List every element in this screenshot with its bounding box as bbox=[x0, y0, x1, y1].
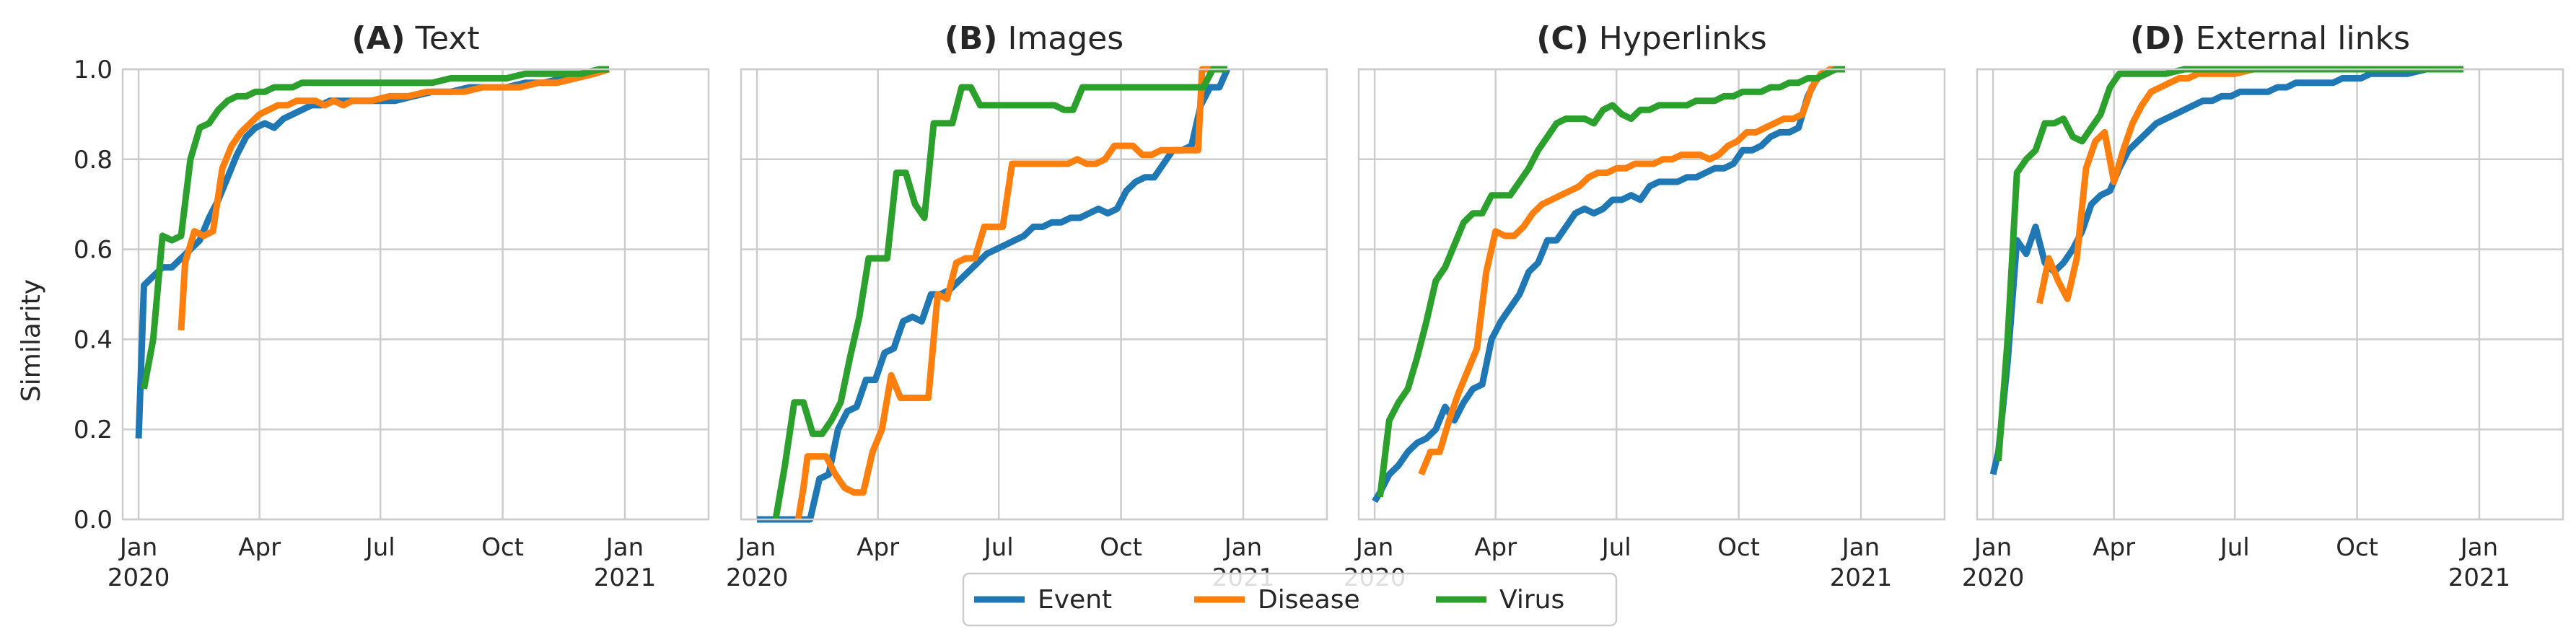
panel-frame bbox=[740, 68, 1328, 521]
x-tick-label: Jan bbox=[1354, 533, 1393, 562]
legend-label-virus: Virus bbox=[1499, 585, 1564, 615]
panel-letter: (B) bbox=[945, 20, 998, 57]
y-axis-label: Similarity bbox=[17, 279, 46, 402]
x-tick-label: 2020 bbox=[1962, 563, 2025, 592]
panel-letter: (D) bbox=[2130, 20, 2186, 57]
panel-title: (D) External links bbox=[2130, 20, 2410, 57]
panel-frame bbox=[1976, 68, 2564, 521]
series-line-event bbox=[757, 68, 1231, 523]
x-tick-label: Apr bbox=[2093, 533, 2135, 562]
y-axis-label-group: Similarity bbox=[17, 279, 46, 402]
series-line-event bbox=[1989, 66, 2463, 475]
x-tick-label: Jan bbox=[737, 533, 776, 562]
series-line-virus bbox=[141, 66, 609, 390]
x-tick-label: Apr bbox=[1474, 533, 1517, 562]
panel-title: (B) Images bbox=[945, 20, 1123, 57]
panel-frame bbox=[1357, 68, 1946, 521]
y-tick-label: 1.0 bbox=[74, 56, 113, 84]
x-tick-label: Jul bbox=[364, 533, 395, 562]
y-tick-label: 0.4 bbox=[74, 325, 113, 354]
x-tick-label: Apr bbox=[857, 533, 899, 562]
x-tick-label: Oct bbox=[1717, 533, 1760, 562]
y-tick-label: 0.0 bbox=[74, 506, 113, 535]
x-tick-label: Jul bbox=[2219, 533, 2250, 562]
x-tick-label: 2021 bbox=[2448, 563, 2511, 592]
panel-letter: (A) bbox=[351, 20, 405, 57]
x-tick-label: Jan bbox=[2459, 533, 2498, 562]
x-tick-label: Jan bbox=[1223, 533, 1262, 562]
series-line-virus bbox=[772, 66, 1227, 520]
panel-frame bbox=[121, 68, 710, 521]
panel-title-text: Text bbox=[406, 20, 480, 57]
panel-title-text: Images bbox=[998, 20, 1124, 57]
x-tick-label: Apr bbox=[238, 533, 281, 562]
legend-label-event: Event bbox=[1038, 585, 1112, 615]
x-tick-label: Jan bbox=[1973, 533, 2012, 562]
series-line-disease bbox=[1418, 66, 1845, 476]
y-tick-label: 0.2 bbox=[74, 416, 113, 444]
x-tick-label: Oct bbox=[481, 533, 524, 562]
panel-title-text: External links bbox=[2186, 20, 2410, 57]
legend-label-disease: Disease bbox=[1258, 585, 1360, 615]
x-tick-label: Oct bbox=[2336, 533, 2378, 562]
x-tick-label: Jan bbox=[605, 533, 644, 562]
series-line-disease bbox=[178, 66, 610, 331]
panel-title: (C) Hyperlinks bbox=[1536, 20, 1766, 57]
panel-letter: (C) bbox=[1536, 20, 1589, 57]
x-tick-label: Jan bbox=[1841, 533, 1880, 562]
x-tick-label: Jul bbox=[1600, 533, 1631, 562]
legend-box bbox=[962, 572, 1618, 627]
x-tick-label: 2021 bbox=[594, 563, 657, 592]
panel-title: (A) Text bbox=[351, 20, 479, 57]
x-tick-label: 2021 bbox=[1830, 563, 1893, 592]
x-tick-label: Oct bbox=[1100, 533, 1142, 562]
x-tick-label: Jan bbox=[118, 533, 157, 562]
x-tick-label: 2020 bbox=[726, 563, 789, 592]
x-tick-label: 2020 bbox=[108, 563, 170, 592]
panel-title-text: Hyperlinks bbox=[1589, 20, 1767, 57]
legend: Event Disease Virus bbox=[962, 572, 1618, 627]
y-tick-label: 0.6 bbox=[74, 236, 113, 265]
series-line-disease bbox=[794, 66, 1212, 520]
y-tick-label: 0.8 bbox=[74, 146, 113, 175]
x-tick-label: Jul bbox=[983, 533, 1014, 562]
series-line-virus bbox=[1377, 66, 1845, 498]
series-line-virus bbox=[1995, 66, 2463, 462]
